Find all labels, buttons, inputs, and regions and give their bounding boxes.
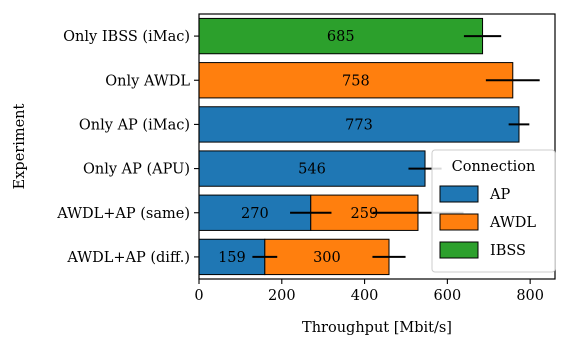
legend: Connection AP AWDL IBSS xyxy=(431,149,556,273)
x-axis-title: Throughput [Mbit/s] xyxy=(302,320,452,336)
x-tick-label: 600 xyxy=(434,288,462,304)
bars-layer xyxy=(198,17,520,276)
value-label-ap-only-ap-imac: 773 xyxy=(345,117,373,133)
bar-ap-only-ap-imac xyxy=(198,106,520,143)
x-tick-label: 400 xyxy=(351,288,379,304)
value-label-awdl-only-awdl: 758 xyxy=(342,73,370,89)
x-tick-label: 800 xyxy=(516,288,544,304)
legend-swatch-ap xyxy=(439,185,479,203)
value-label-ap-awdl-ap-diff: 159 xyxy=(218,250,246,266)
value-label-awdl-awdl-ap-diff: 300 xyxy=(313,250,341,266)
legend-label-awdl: AWDL xyxy=(489,215,536,231)
legend-label-ibss: IBSS xyxy=(490,243,526,259)
value-label-ibss-only-ibss-imac: 685 xyxy=(327,29,355,45)
legend-label-ap: AP xyxy=(489,187,510,203)
x-tick-label: 0 xyxy=(194,288,203,304)
value-label-ap-only-ap-apu: 546 xyxy=(298,162,326,178)
x-tick-label: 200 xyxy=(268,288,296,304)
y-axis: Only IBSS (iMac) Only AWDL Only AP (iMac) O… xyxy=(56,29,199,266)
category-label-only-ap-apu: Only AP (APU) xyxy=(83,162,190,178)
category-label-only-ap-imac: Only AP (iMac) xyxy=(79,117,190,133)
value-label-awdl-awdl-ap-same: 259 xyxy=(351,206,379,222)
error-bars-layer xyxy=(252,35,540,258)
category-label-only-ibss-imac: Only IBSS (iMac) xyxy=(63,29,190,45)
x-axis: 0 200 400 600 800 xyxy=(194,279,544,304)
legend-items: AP AWDL IBSS xyxy=(439,185,536,259)
legend-title: Connection xyxy=(452,159,536,175)
legend-swatch-awdl xyxy=(439,213,479,231)
y-axis-title: Experiment xyxy=(12,103,28,189)
value-label-ap-awdl-ap-same: 270 xyxy=(241,206,269,222)
category-label-awdl-ap-diff: AWDL+AP (diff.) xyxy=(66,250,190,266)
plot-frame xyxy=(198,13,556,280)
value-labels-layer: 685 758 773 546 270 259 159 300 xyxy=(218,29,378,266)
legend-swatch-ibss xyxy=(439,241,479,259)
category-label-only-awdl: Only AWDL xyxy=(105,73,190,89)
bar-awdl-only-awdl xyxy=(198,62,514,99)
category-label-awdl-ap-same: AWDL+AP (same) xyxy=(56,206,190,222)
bar-ibss-only-ibss-imac xyxy=(198,17,484,55)
